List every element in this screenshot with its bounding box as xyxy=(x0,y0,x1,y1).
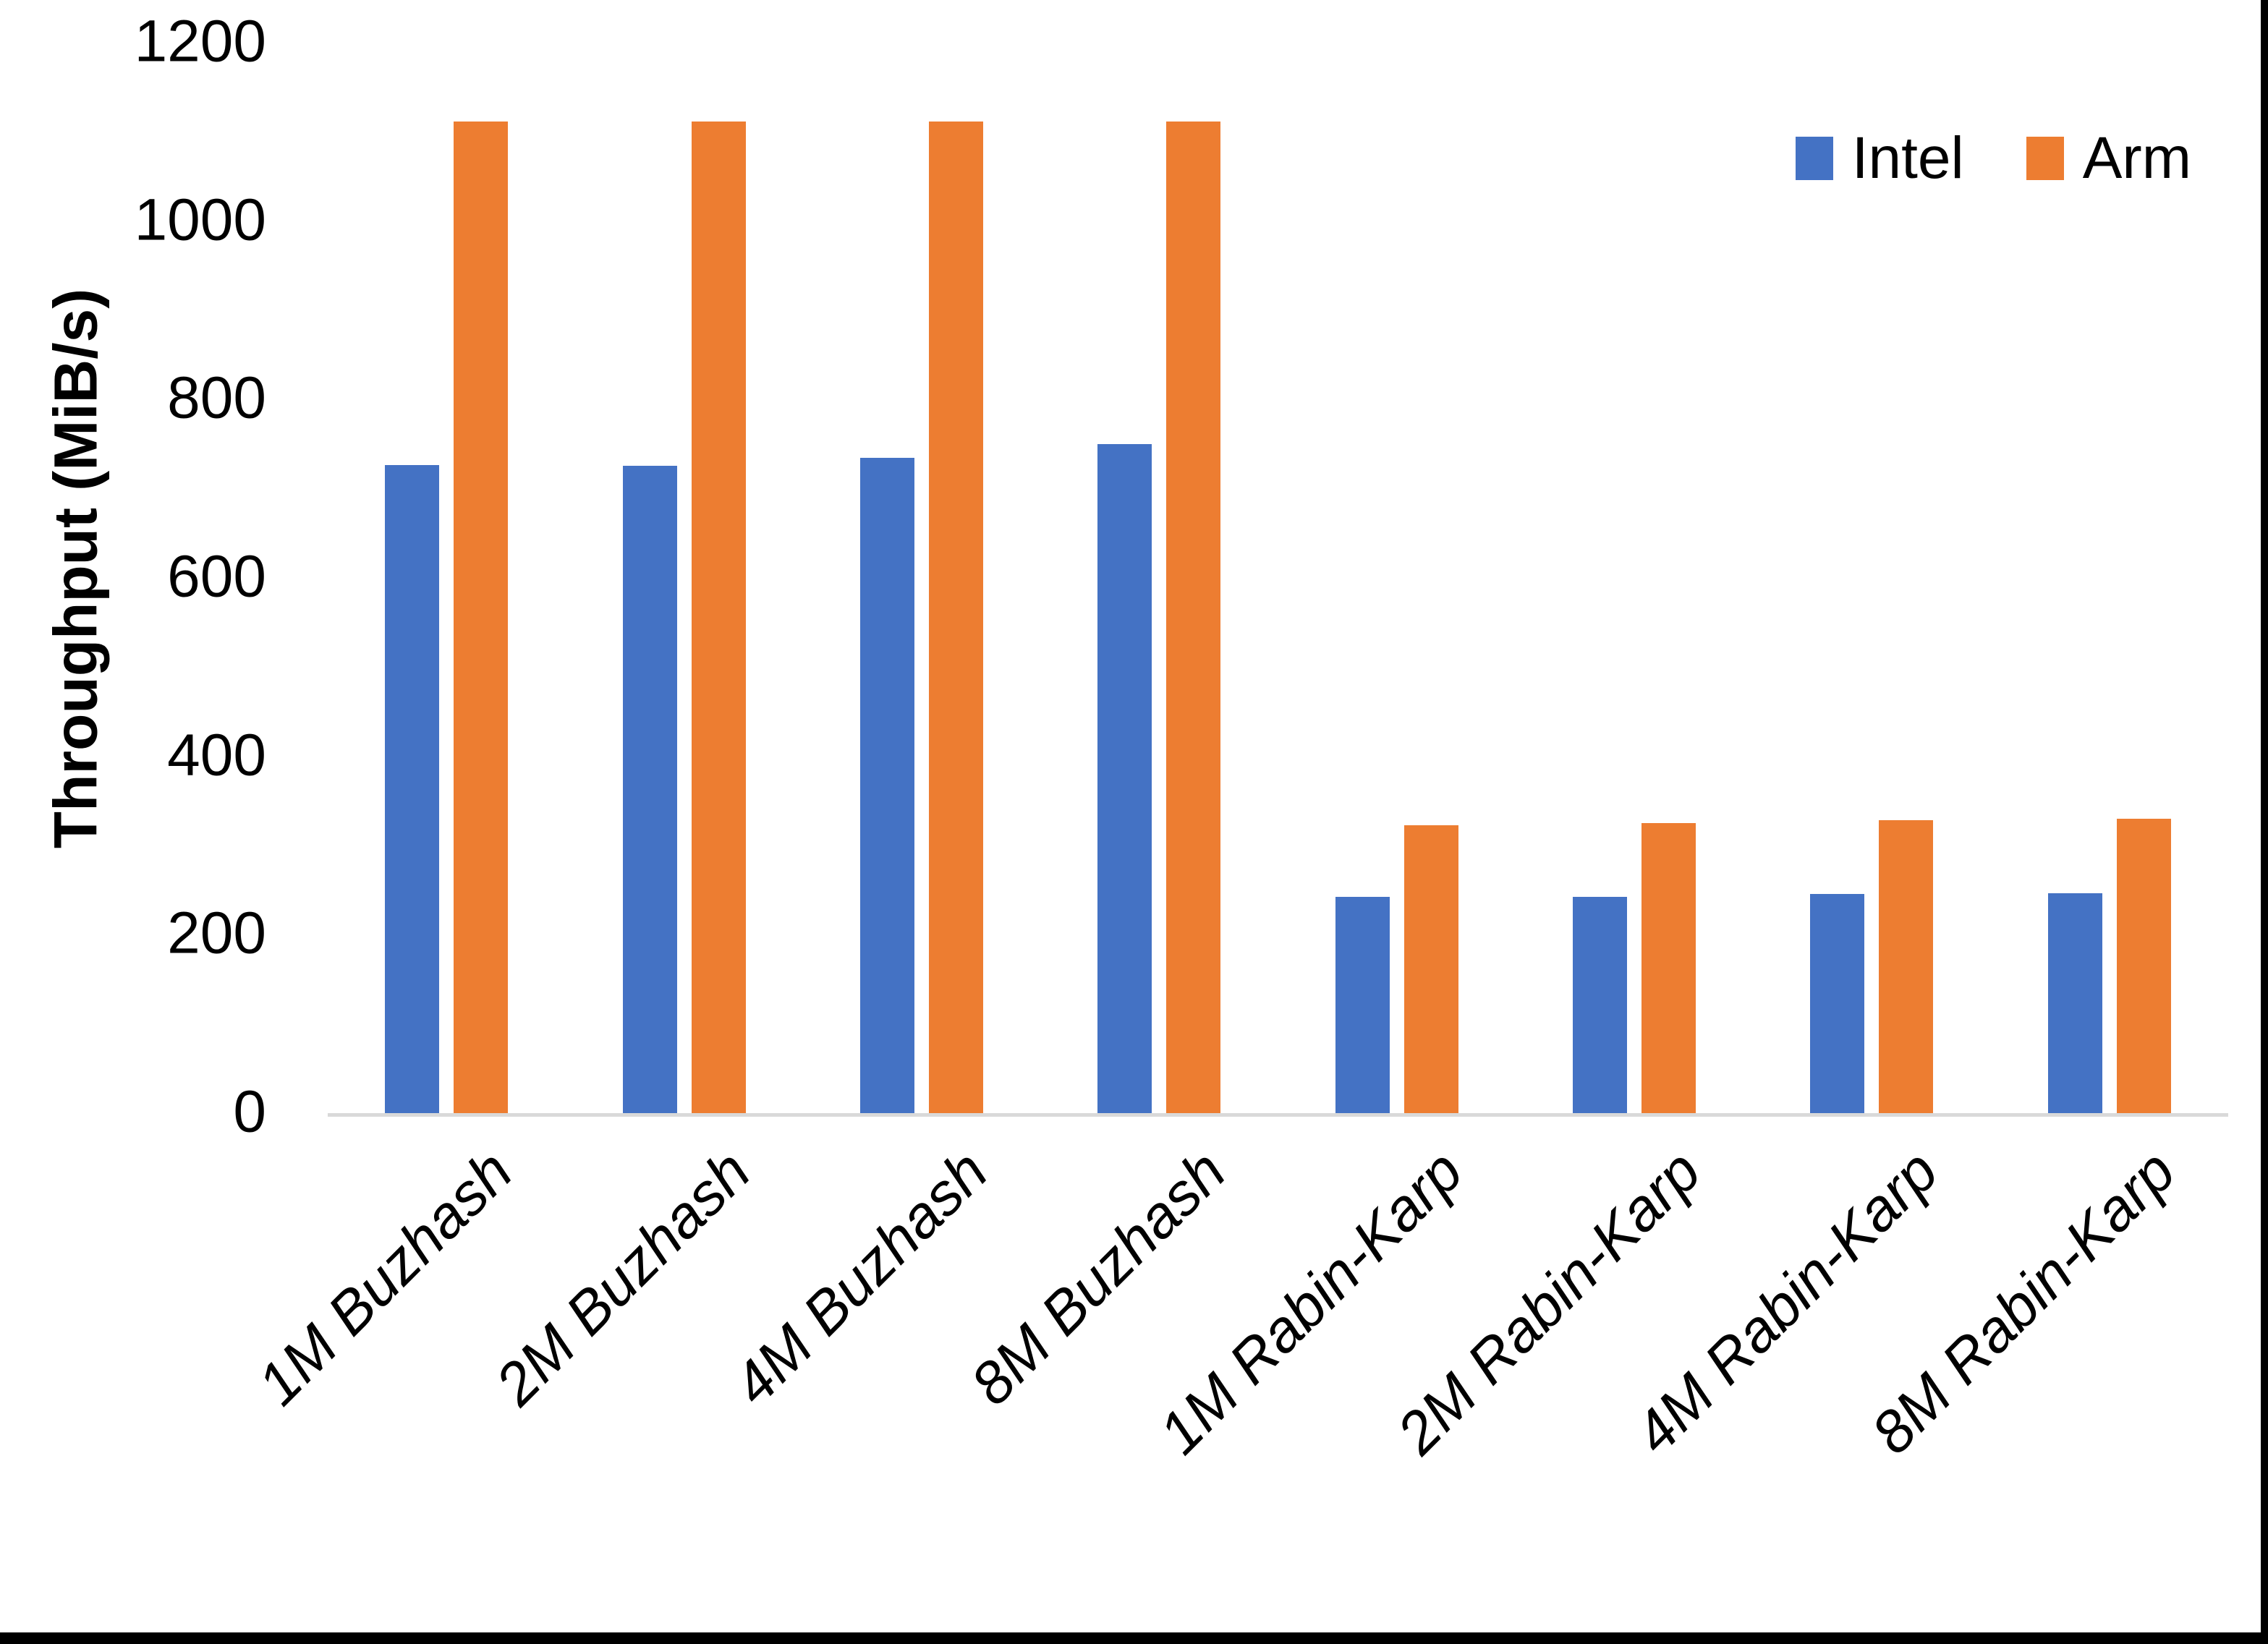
bar-group-4m-rabin-karp xyxy=(1753,44,1990,1115)
legend-label-intel: Intel xyxy=(1851,125,1964,191)
x-axis-line xyxy=(328,1113,2228,1117)
bar-arm-4m-rabin-karp xyxy=(1879,820,1934,1115)
bar-arm-8m-rabin-karp xyxy=(2116,818,2171,1115)
bar-group-8m-rabin-karp xyxy=(1991,44,2228,1115)
bar-intel-4m-rabin-karp xyxy=(1810,894,1865,1115)
x-axis-category-label: 4M Buzhash xyxy=(721,1138,1001,1418)
bar-group-4m-buzhash xyxy=(803,44,1040,1115)
bar-group-1m-rabin-karp xyxy=(1278,44,1516,1115)
y-axis-tick-label: 200 xyxy=(167,900,266,967)
y-axis-tick-label: 600 xyxy=(167,543,266,610)
bar-arm-8m-buzhash xyxy=(1166,122,1221,1115)
legend: Intel Arm xyxy=(1795,125,2191,191)
bar-group-2m-rabin-karp xyxy=(1516,44,1753,1115)
bar-intel-1m-rabin-karp xyxy=(1335,897,1390,1115)
y-axis-tick-label: 1200 xyxy=(134,8,266,74)
bar-group-2m-buzhash xyxy=(565,44,802,1115)
bar-group-1m-buzhash xyxy=(328,44,565,1115)
y-axis-tick-label: 400 xyxy=(167,722,266,788)
bar-arm-1m-rabin-karp xyxy=(1403,825,1458,1115)
bar-arm-2m-rabin-karp xyxy=(1641,822,1696,1115)
legend-swatch-arm xyxy=(2026,137,2064,180)
y-axis-title: Throughput (MiB/s) xyxy=(41,288,110,849)
legend-label-arm: Arm xyxy=(2082,125,2191,191)
bar-intel-4m-buzhash xyxy=(859,458,914,1115)
y-axis-tick-label: 800 xyxy=(167,365,266,432)
bar-arm-2m-buzhash xyxy=(691,122,746,1115)
x-axis-category-label: 2M Buzhash xyxy=(483,1138,763,1418)
y-axis-tick-label: 0 xyxy=(233,1078,266,1145)
plot-area xyxy=(328,44,2228,1115)
bar-arm-4m-buzhash xyxy=(928,122,983,1115)
y-axis-tick-label: 1000 xyxy=(134,187,266,253)
screenshot-right-border xyxy=(2261,0,2268,1644)
bar-intel-1m-buzhash xyxy=(385,465,440,1115)
bar-intel-2m-buzhash xyxy=(622,466,677,1115)
bar-group-8m-buzhash xyxy=(1040,44,1278,1115)
legend-item-intel: Intel xyxy=(1795,125,1964,191)
x-axis-category-label: 1M Buzhash xyxy=(245,1138,525,1418)
bar-intel-2m-rabin-karp xyxy=(1573,897,1628,1115)
bar-arm-1m-buzhash xyxy=(454,122,509,1115)
screenshot-bottom-border xyxy=(0,1632,2268,1644)
bar-intel-8m-rabin-karp xyxy=(2047,893,2102,1115)
bar-intel-8m-buzhash xyxy=(1097,443,1152,1115)
legend-swatch-intel xyxy=(1795,137,1833,180)
legend-item-arm: Arm xyxy=(2026,129,2191,188)
